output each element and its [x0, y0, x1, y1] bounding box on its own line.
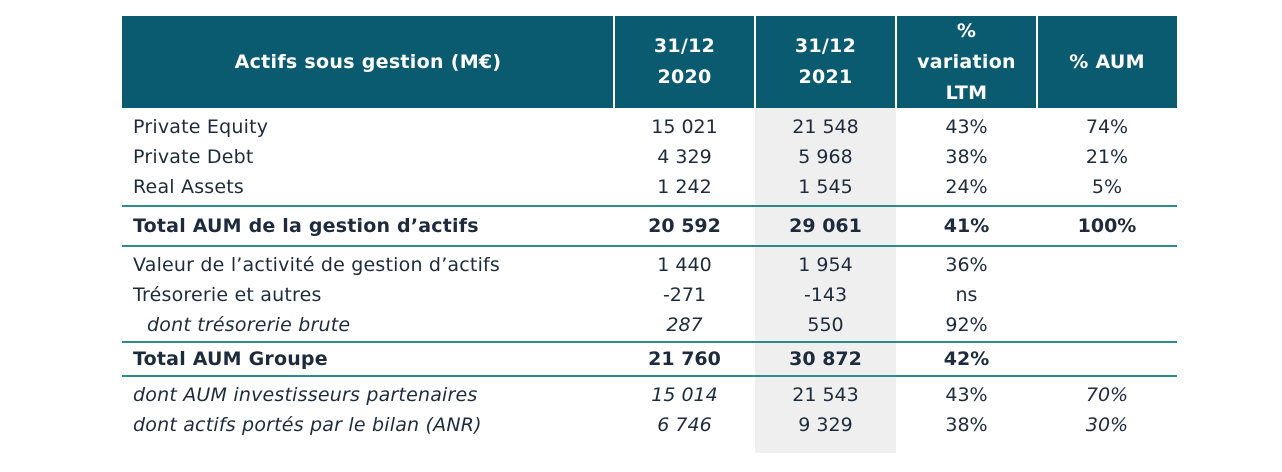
table-row: Private Debt 4 329 5 968 38% 21% [122, 142, 1177, 172]
value-2020: 1 440 [657, 254, 712, 276]
header-aum-share: % AUM [1069, 50, 1145, 73]
aum-share: 21% [1085, 146, 1129, 168]
value-2021: 1 545 [798, 176, 853, 198]
row-label: dont AUM investisseurs partenaires [133, 384, 478, 406]
value-2020: 1 242 [657, 176, 712, 198]
row-label: Valeur de l’activité de gestion d’actifs [133, 254, 501, 276]
value-2021: 5 968 [798, 146, 853, 168]
table-row: Private Equity 15 021 21 548 43% 74% [122, 112, 1177, 142]
aum-share [1037, 250, 1177, 280]
value-2020: 287 [666, 314, 703, 336]
header-2020: 31/12 2020 [653, 35, 716, 88]
row-label: Total AUM de la gestion d’actifs [133, 215, 479, 237]
divider [122, 205, 1177, 207]
value-2020: 15 014 [651, 384, 718, 406]
value-2021: 21 543 [792, 384, 859, 406]
value-2020: 6 746 [657, 414, 712, 436]
header-label: Actifs sous gestion (M€) [234, 50, 502, 73]
aum-share: 74% [1085, 116, 1129, 138]
value-2021: 21 548 [792, 116, 859, 138]
value-2020: 15 021 [651, 116, 718, 138]
total-row: Total AUM de la gestion d’actifs 20 592 … [122, 211, 1177, 241]
variation: 43% [945, 116, 988, 138]
variation: 42% [943, 348, 990, 370]
variation: 41% [943, 215, 990, 237]
divider [122, 375, 1177, 377]
value-2020: 20 592 [648, 215, 721, 237]
variation: 43% [945, 384, 988, 406]
table-row: Trésorerie et autres -271 -143 ns [122, 280, 1177, 310]
divider [122, 341, 1177, 343]
aum-share: 70% [1085, 384, 1129, 406]
table-header: Actifs sous gestion (M€) 31/12 2020 31/12… [122, 16, 1177, 108]
aum-share [1037, 280, 1177, 310]
value-2020: -271 [662, 284, 707, 306]
table-row: Real Assets 1 242 1 545 24% 5% [122, 172, 1177, 202]
table-row: dont trésorerie brute 287 550 92% [122, 310, 1177, 340]
value-2020: 21 760 [648, 348, 721, 370]
value-2021: 550 [807, 314, 844, 336]
header-2021: 31/12 2021 [794, 35, 857, 88]
row-label: Private Debt [133, 146, 254, 168]
value-2021: 29 061 [789, 215, 862, 237]
variation: 38% [945, 146, 988, 168]
header-variation: % variation LTM [917, 19, 1016, 104]
aum-share: 30% [1085, 414, 1129, 436]
row-label: Real Assets [133, 176, 245, 198]
variation: 36% [945, 254, 988, 276]
table-row: Valeur de l’activité de gestion d’actifs… [122, 250, 1177, 280]
value-2021: 30 872 [789, 348, 862, 370]
total-row: Total AUM Groupe 21 760 30 872 42% [122, 344, 1177, 374]
aum-share [1037, 310, 1177, 340]
highlight-column-2021 [755, 108, 896, 453]
row-label: Private Equity [133, 116, 269, 138]
aum-share: 100% [1077, 215, 1137, 237]
variation: 92% [945, 314, 988, 336]
variation: 38% [945, 414, 988, 436]
row-label: dont trésorerie brute [147, 314, 351, 336]
table-row: dont AUM investisseurs partenaires 15 01… [122, 380, 1177, 410]
table-row: dont actifs portés par le bilan (ANR) 6 … [122, 410, 1177, 440]
value-2021: 9 329 [798, 414, 853, 436]
value-2021: 1 954 [798, 254, 853, 276]
row-label: Total AUM Groupe [133, 348, 328, 370]
aum-share [1037, 344, 1177, 374]
value-2021: -143 [803, 284, 848, 306]
row-label: dont actifs portés par le bilan (ANR) [133, 414, 482, 436]
aum-share: 5% [1091, 176, 1123, 198]
variation: ns [955, 284, 978, 306]
row-label: Trésorerie et autres [133, 284, 322, 306]
variation: 24% [945, 176, 988, 198]
value-2020: 4 329 [657, 146, 712, 168]
divider [122, 245, 1177, 247]
